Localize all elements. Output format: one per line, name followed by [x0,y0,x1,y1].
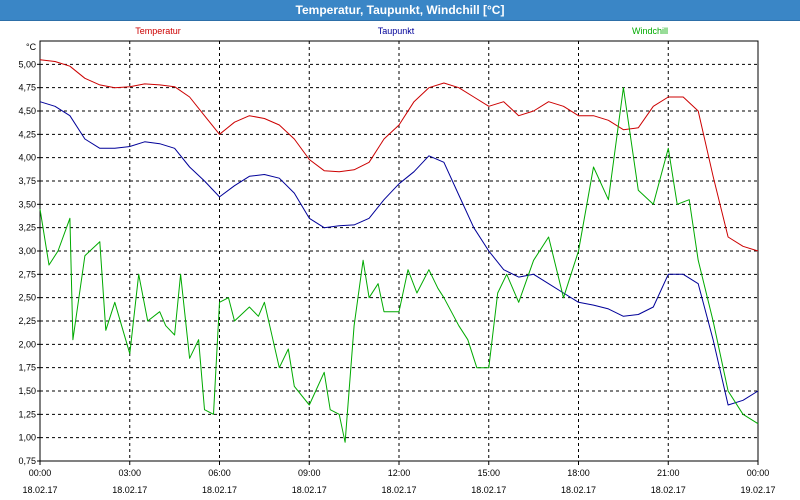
y-tick-label: 1,00 [18,433,36,443]
x-tick-time: 09:00 [298,468,321,478]
y-tick-label: 3,50 [18,199,36,209]
y-tick-label: 2,75 [18,269,36,279]
y-tick-label: 1,25 [18,409,36,419]
y-tick-label: 3,75 [18,176,36,186]
y-tick-label: 3,00 [18,246,36,256]
y-tick-label: 0,75 [18,456,36,466]
legend-item-windchill: Windchill [632,26,668,36]
x-tick-time: 00:00 [747,468,770,478]
x-tick-date: 18.02.17 [202,485,237,495]
series-line-temperatur [39,59,759,252]
y-tick-label: 2,50 [18,293,36,303]
y-tick-label: 2,25 [18,316,36,326]
x-tick-date: 18.02.17 [292,485,327,495]
x-tick-time: 12:00 [388,468,411,478]
legend-item-taupunkt: Taupunkt [378,26,415,36]
legend: Temperatur Taupunkt Windchill [135,26,668,36]
x-tick-date: 18.02.17 [471,485,506,495]
y-tick-label: 5,00 [18,59,36,69]
x-tick-date: 18.02.17 [22,485,57,495]
grid-lines [40,41,758,461]
x-tick-time: 21:00 [657,468,680,478]
x-tick-date: 19.02.17 [740,485,775,495]
line-chart: 5,00 4,75 4,50 4,25 4,00 3,75 3,50 3,25 3,00 2,75… [18,26,776,495]
y-tick-label: 3,25 [18,223,36,233]
y-axis-unit: °C [26,42,37,52]
y-tick-label: 4,25 [18,129,36,139]
series-lines [39,59,759,443]
y-tick-label: 1,50 [18,386,36,396]
x-tick-time: 15:00 [477,468,500,478]
x-tick-time: 18:00 [567,468,590,478]
x-tick-date: 18.02.17 [112,485,147,495]
x-tick-date: 18.02.17 [561,485,596,495]
x-axis-ticks: 00:00 18.02.17 03:00 18.02.17 06:00 18.02.17 0… [22,461,776,495]
y-tick-label: 1,75 [18,363,36,373]
window-title: Temperatur, Taupunkt, Windchill [°C] [0,0,800,21]
x-tick-time: 06:00 [208,468,231,478]
series-line-windchill [39,87,759,443]
legend-item-temperatur: Temperatur [135,26,181,36]
y-tick-label: 4,50 [18,106,36,116]
x-tick-time: 03:00 [118,468,141,478]
y-tick-label: 4,00 [18,153,36,163]
y-tick-label: 2,00 [18,339,36,349]
series-line-taupunkt [39,101,759,406]
y-axis-ticks: 5,00 4,75 4,50 4,25 4,00 3,75 3,50 3,25 3,00 2,75… [18,59,40,466]
x-tick-time: 00:00 [29,468,52,478]
y-tick-label: 4,75 [18,83,36,93]
x-tick-date: 18.02.17 [381,485,416,495]
x-tick-date: 18.02.17 [651,485,686,495]
